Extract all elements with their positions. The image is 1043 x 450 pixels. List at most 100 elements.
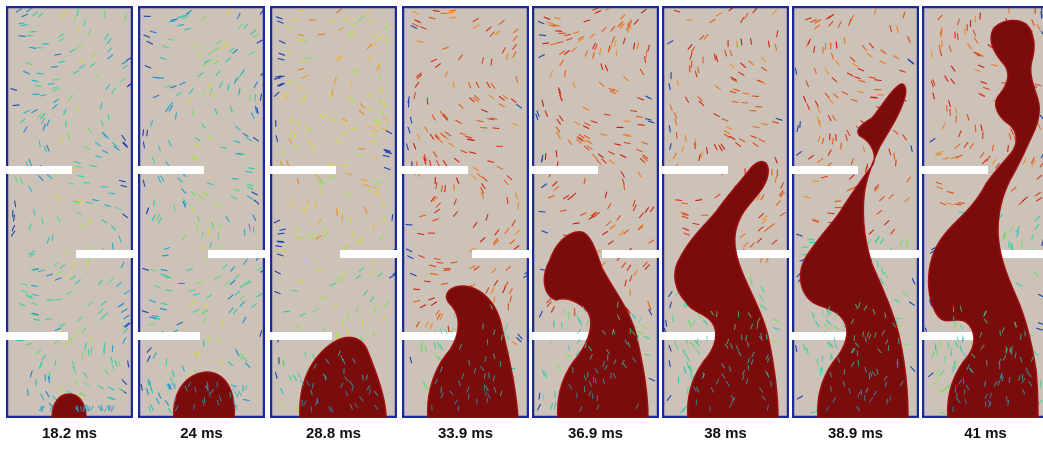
velocity-vector [108, 192, 116, 195]
velocity-vector [825, 319, 832, 326]
velocity-vector [1022, 157, 1027, 165]
velocity-vector [552, 24, 560, 27]
velocity-vector [235, 152, 243, 156]
velocity-vector [434, 63, 441, 68]
velocity-vector [796, 151, 802, 156]
velocity-vector [183, 198, 188, 206]
velocity-vector [748, 60, 754, 66]
velocity-vector [681, 145, 684, 153]
velocity-vector [46, 273, 54, 277]
velocity-vector [453, 198, 457, 206]
velocity-vector [242, 356, 248, 363]
velocity-vector [432, 9, 440, 12]
velocity-vector [716, 379, 719, 385]
velocity-vector [687, 319, 692, 326]
velocity-vector [97, 384, 104, 390]
velocity-vector [65, 273, 72, 278]
velocity-vector [899, 240, 904, 247]
velocity-vector [928, 372, 934, 378]
velocity-vector [942, 157, 950, 160]
velocity-vector [969, 368, 974, 373]
velocity-vector [29, 160, 33, 167]
velocity-vector [511, 122, 519, 126]
velocity-vector [37, 113, 43, 119]
velocity-vector [864, 166, 869, 173]
velocity-vector [38, 175, 44, 181]
velocity-vector [247, 167, 255, 170]
velocity-vector [512, 51, 517, 58]
velocity-vector [468, 81, 472, 89]
velocity-vector [77, 316, 84, 322]
velocity-vector [116, 281, 122, 288]
velocity-vector [150, 268, 157, 272]
velocity-vector [756, 237, 763, 244]
velocity-vector [472, 221, 478, 228]
velocity-vector [572, 31, 580, 35]
velocity-vector [888, 193, 894, 200]
velocity-vector [559, 59, 564, 66]
velocity-vector [948, 100, 951, 108]
velocity-vector [683, 232, 690, 236]
velocity-vector [167, 408, 173, 414]
velocity-vector [306, 380, 310, 386]
velocity-vector [256, 266, 263, 272]
velocity-vector [405, 143, 409, 151]
velocity-vector [247, 183, 254, 187]
velocity-vector [233, 401, 237, 408]
velocity-vector [938, 412, 947, 415]
velocity-vector [988, 401, 992, 408]
velocity-vector [603, 113, 611, 116]
velocity-vector [280, 248, 288, 252]
velocity-vector [637, 171, 642, 178]
velocity-vector [367, 188, 374, 194]
velocity-vector [963, 141, 969, 148]
velocity-vector [877, 348, 882, 354]
velocity-vector [25, 342, 33, 346]
velocity-vector [813, 45, 816, 53]
velocity-vector [935, 181, 943, 185]
velocity-vector [377, 98, 382, 105]
velocity-vector [496, 166, 504, 170]
velocity-vector [549, 403, 554, 410]
velocity-vector [562, 194, 570, 200]
velocity-vector [108, 277, 114, 284]
velocity-vector [382, 116, 389, 122]
velocity-vector [752, 142, 759, 147]
velocity-vector [874, 184, 879, 190]
velocity-vector [124, 13, 128, 21]
velocity-vector [81, 327, 87, 333]
velocity-vector [168, 101, 174, 108]
velocity-vector [995, 162, 1000, 169]
velocity-vector [167, 38, 175, 41]
velocity-vector [687, 44, 693, 50]
velocity-vector [109, 396, 117, 401]
velocity-vector [350, 127, 358, 131]
bubble-region [674, 160, 779, 418]
velocity-vector [701, 373, 706, 379]
velocity-vector [827, 306, 831, 312]
velocity-vector [796, 125, 799, 133]
velocity-vector [855, 342, 860, 348]
velocity-vector [583, 177, 586, 185]
velocity-vector [1002, 231, 1006, 239]
velocity-vector [108, 405, 111, 412]
velocity-vector [54, 195, 61, 200]
velocity-vector [607, 240, 614, 245]
velocity-vector [774, 43, 778, 51]
velocity-vector [283, 310, 291, 313]
velocity-vector [104, 369, 109, 376]
velocity-vector [39, 94, 47, 97]
velocity-vector [749, 242, 755, 248]
velocity-vector [983, 311, 987, 317]
velocity-vector [831, 77, 838, 83]
velocity-vector [481, 183, 486, 190]
baffle-right [76, 250, 133, 258]
velocity-vector [46, 144, 50, 152]
velocity-vector [696, 349, 701, 355]
velocity-vector [1036, 174, 1043, 180]
velocity-vector [363, 183, 371, 188]
velocity-vector [90, 52, 97, 58]
velocity-vector [122, 213, 128, 219]
velocity-vector [334, 277, 342, 282]
velocity-vector [19, 177, 24, 185]
